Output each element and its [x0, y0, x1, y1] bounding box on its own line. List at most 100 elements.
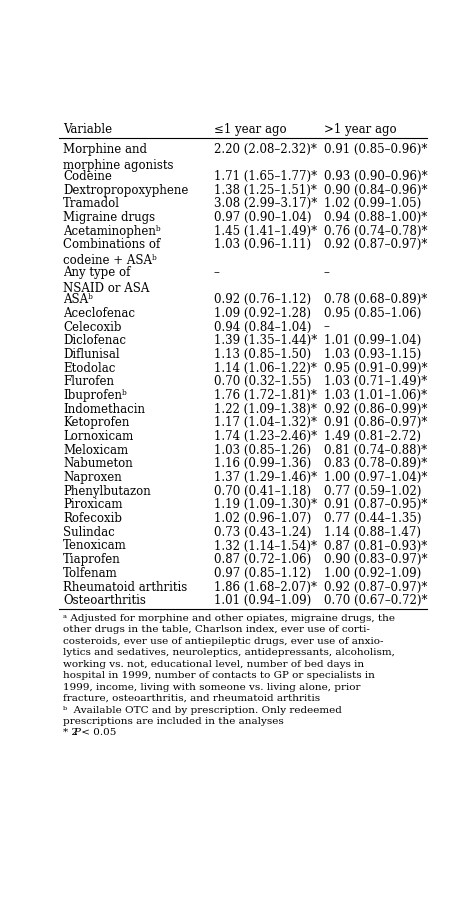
Text: 1.02 (0.96–1.07): 1.02 (0.96–1.07)	[213, 512, 311, 525]
Text: other drugs in the table, Charlson index, ever use of corti-: other drugs in the table, Charlson index…	[63, 625, 370, 634]
Text: Aceclofenac: Aceclofenac	[63, 307, 135, 320]
Text: Tolfenam: Tolfenam	[63, 566, 118, 580]
Text: Meloxicam: Meloxicam	[63, 444, 128, 457]
Text: Celecoxib: Celecoxib	[63, 321, 121, 333]
Text: 1.49 (0.81–2.72): 1.49 (0.81–2.72)	[324, 430, 421, 443]
Text: 1.00 (0.92–1.09): 1.00 (0.92–1.09)	[324, 566, 421, 580]
Text: Ibuprofenᵇ: Ibuprofenᵇ	[63, 389, 127, 402]
Text: 1.17 (1.04–1.32)*: 1.17 (1.04–1.32)*	[213, 416, 317, 429]
Text: Morphine and
morphine agonists: Morphine and morphine agonists	[63, 143, 173, 171]
Text: 1.03 (0.93–1.15): 1.03 (0.93–1.15)	[324, 348, 421, 361]
Text: 1.02 (0.99–1.05): 1.02 (0.99–1.05)	[324, 197, 421, 210]
Text: Flurofen: Flurofen	[63, 375, 114, 389]
Text: 1.09 (0.92–1.28): 1.09 (0.92–1.28)	[213, 307, 310, 320]
Text: 0.90 (0.84–0.96)*: 0.90 (0.84–0.96)*	[324, 183, 427, 196]
Text: Codeine: Codeine	[63, 170, 112, 183]
Text: Dextropropoxyphene: Dextropropoxyphene	[63, 183, 188, 196]
Text: 0.91 (0.85–0.96)*: 0.91 (0.85–0.96)*	[324, 143, 427, 156]
Text: Tiaprofen: Tiaprofen	[63, 554, 121, 566]
Text: 0.81 (0.74–0.88)*: 0.81 (0.74–0.88)*	[324, 444, 427, 457]
Text: 0.97 (0.90–1.04): 0.97 (0.90–1.04)	[213, 211, 311, 224]
Text: 0.78 (0.68–0.89)*: 0.78 (0.68–0.89)*	[324, 293, 427, 306]
Text: Combinations of
codeine + ASAᵇ: Combinations of codeine + ASAᵇ	[63, 239, 160, 267]
Text: Osteoarthritis: Osteoarthritis	[63, 594, 146, 607]
Text: ᵇ  Available OTC and by prescription. Only redeemed: ᵇ Available OTC and by prescription. Onl…	[63, 705, 342, 715]
Text: 0.83 (0.78–0.89)*: 0.83 (0.78–0.89)*	[324, 458, 427, 471]
Text: Diclofenac: Diclofenac	[63, 334, 126, 347]
Text: Piroxicam: Piroxicam	[63, 498, 122, 511]
Text: 1.45 (1.41–1.49)*: 1.45 (1.41–1.49)*	[213, 225, 317, 238]
Text: Diflunisal: Diflunisal	[63, 348, 119, 361]
Text: 1.19 (1.09–1.30)*: 1.19 (1.09–1.30)*	[213, 498, 317, 511]
Text: 1.01 (0.94–1.09): 1.01 (0.94–1.09)	[213, 594, 311, 607]
Text: 0.94 (0.84–1.04): 0.94 (0.84–1.04)	[213, 321, 311, 333]
Text: –: –	[324, 321, 329, 333]
Text: 1.37 (1.29–1.46)*: 1.37 (1.29–1.46)*	[213, 471, 317, 484]
Text: Tenoxicam: Tenoxicam	[63, 540, 127, 553]
Text: 1.00 (0.97–1.04)*: 1.00 (0.97–1.04)*	[324, 471, 427, 484]
Text: 0.70 (0.41–1.18): 0.70 (0.41–1.18)	[213, 484, 310, 497]
Text: 1.14 (1.06–1.22)*: 1.14 (1.06–1.22)*	[213, 362, 317, 375]
Text: Migraine drugs: Migraine drugs	[63, 211, 155, 224]
Text: Etodolac: Etodolac	[63, 362, 115, 375]
Text: 1.32 (1.14–1.54)*: 1.32 (1.14–1.54)*	[213, 540, 317, 553]
Text: Variable: Variable	[63, 122, 112, 135]
Text: 0.92 (0.86–0.99)*: 0.92 (0.86–0.99)*	[324, 402, 427, 415]
Text: 0.92 (0.87–0.97)*: 0.92 (0.87–0.97)*	[324, 580, 427, 593]
Text: 1.71 (1.65–1.77)*: 1.71 (1.65–1.77)*	[213, 170, 317, 183]
Text: 1.74 (1.23–2.46)*: 1.74 (1.23–2.46)*	[213, 430, 317, 443]
Text: ≤1 year ago: ≤1 year ago	[213, 122, 286, 135]
Text: –: –	[324, 266, 329, 279]
Text: 1.76 (1.72–1.81)*: 1.76 (1.72–1.81)*	[213, 389, 317, 402]
Text: 0.87 (0.81–0.93)*: 0.87 (0.81–0.93)*	[324, 540, 427, 553]
Text: 0.76 (0.74–0.78)*: 0.76 (0.74–0.78)*	[324, 225, 427, 238]
Text: Sulindac: Sulindac	[63, 526, 115, 539]
Text: 0.95 (0.85–1.06): 0.95 (0.85–1.06)	[324, 307, 421, 320]
Text: 1.03 (0.71–1.49)*: 1.03 (0.71–1.49)*	[324, 375, 427, 389]
Text: Ketoprofen: Ketoprofen	[63, 416, 129, 429]
Text: * 2: * 2	[63, 729, 78, 738]
Text: 0.97 (0.85–1.12): 0.97 (0.85–1.12)	[213, 566, 310, 580]
Text: 1.38 (1.25–1.51)*: 1.38 (1.25–1.51)*	[213, 183, 317, 196]
Text: 2.20 (2.08–2.32)*: 2.20 (2.08–2.32)*	[213, 143, 317, 156]
Text: 0.90 (0.83–0.97)*: 0.90 (0.83–0.97)*	[324, 554, 427, 566]
Text: 1.14 (0.88–1.47): 1.14 (0.88–1.47)	[324, 526, 421, 539]
Text: 1.03 (1.01–1.06)*: 1.03 (1.01–1.06)*	[324, 389, 427, 402]
Text: Lornoxicam: Lornoxicam	[63, 430, 133, 443]
Text: 0.92 (0.87–0.97)*: 0.92 (0.87–0.97)*	[324, 239, 427, 251]
Text: –: –	[213, 266, 219, 279]
Text: Tramadol: Tramadol	[63, 197, 120, 210]
Text: 0.73 (0.43–1.24): 0.73 (0.43–1.24)	[213, 526, 311, 539]
Text: 1.13 (0.85–1.50): 1.13 (0.85–1.50)	[213, 348, 310, 361]
Text: 0.93 (0.90–0.96)*: 0.93 (0.90–0.96)*	[324, 170, 428, 183]
Text: ASAᵇ: ASAᵇ	[63, 293, 93, 306]
Text: 0.95 (0.91–0.99)*: 0.95 (0.91–0.99)*	[324, 362, 427, 375]
Text: 1.22 (1.09–1.38)*: 1.22 (1.09–1.38)*	[213, 402, 317, 415]
Text: < 0.05: < 0.05	[78, 729, 116, 738]
Text: 0.94 (0.88–1.00)*: 0.94 (0.88–1.00)*	[324, 211, 427, 224]
Text: Phenylbutazon: Phenylbutazon	[63, 484, 151, 497]
Text: P: P	[73, 729, 80, 738]
Text: 0.91 (0.86–0.97)*: 0.91 (0.86–0.97)*	[324, 416, 427, 429]
Text: 0.91 (0.87–0.95)*: 0.91 (0.87–0.95)*	[324, 498, 427, 511]
Text: hospital in 1999, number of contacts to GP or specialists in: hospital in 1999, number of contacts to …	[63, 671, 375, 680]
Text: Nabumeton: Nabumeton	[63, 458, 133, 471]
Text: Naproxen: Naproxen	[63, 471, 122, 484]
Text: prescriptions are included in the analyses: prescriptions are included in the analys…	[63, 717, 283, 726]
Text: 1999, income, living with someone vs. living alone, prior: 1999, income, living with someone vs. li…	[63, 682, 360, 692]
Text: costeroids, ever use of antiepileptic drugs, ever use of anxio-: costeroids, ever use of antiepileptic dr…	[63, 636, 383, 646]
Text: 0.70 (0.32–1.55): 0.70 (0.32–1.55)	[213, 375, 311, 389]
Text: 1.39 (1.35–1.44)*: 1.39 (1.35–1.44)*	[213, 334, 317, 347]
Text: 0.77 (0.44–1.35): 0.77 (0.44–1.35)	[324, 512, 421, 525]
Text: 1.01 (0.99–1.04): 1.01 (0.99–1.04)	[324, 334, 421, 347]
Text: working vs. not, educational level, number of bed days in: working vs. not, educational level, numb…	[63, 659, 364, 669]
Text: Rheumatoid arthritis: Rheumatoid arthritis	[63, 580, 187, 593]
Text: >1 year ago: >1 year ago	[324, 122, 396, 135]
Text: 1.03 (0.85–1.26): 1.03 (0.85–1.26)	[213, 444, 310, 457]
Text: ᵃ Adjusted for morphine and other opiates, migraine drugs, the: ᵃ Adjusted for morphine and other opiate…	[63, 613, 395, 623]
Text: fracture, osteoarthritis, and rheumatoid arthritis: fracture, osteoarthritis, and rheumatoid…	[63, 694, 320, 703]
Text: 0.92 (0.76–1.12): 0.92 (0.76–1.12)	[213, 293, 310, 306]
Text: Acetaminophenᵇ: Acetaminophenᵇ	[63, 225, 161, 238]
Text: 1.03 (0.96–1.11): 1.03 (0.96–1.11)	[213, 239, 310, 251]
Text: 1.16 (0.99–1.36): 1.16 (0.99–1.36)	[213, 458, 311, 471]
